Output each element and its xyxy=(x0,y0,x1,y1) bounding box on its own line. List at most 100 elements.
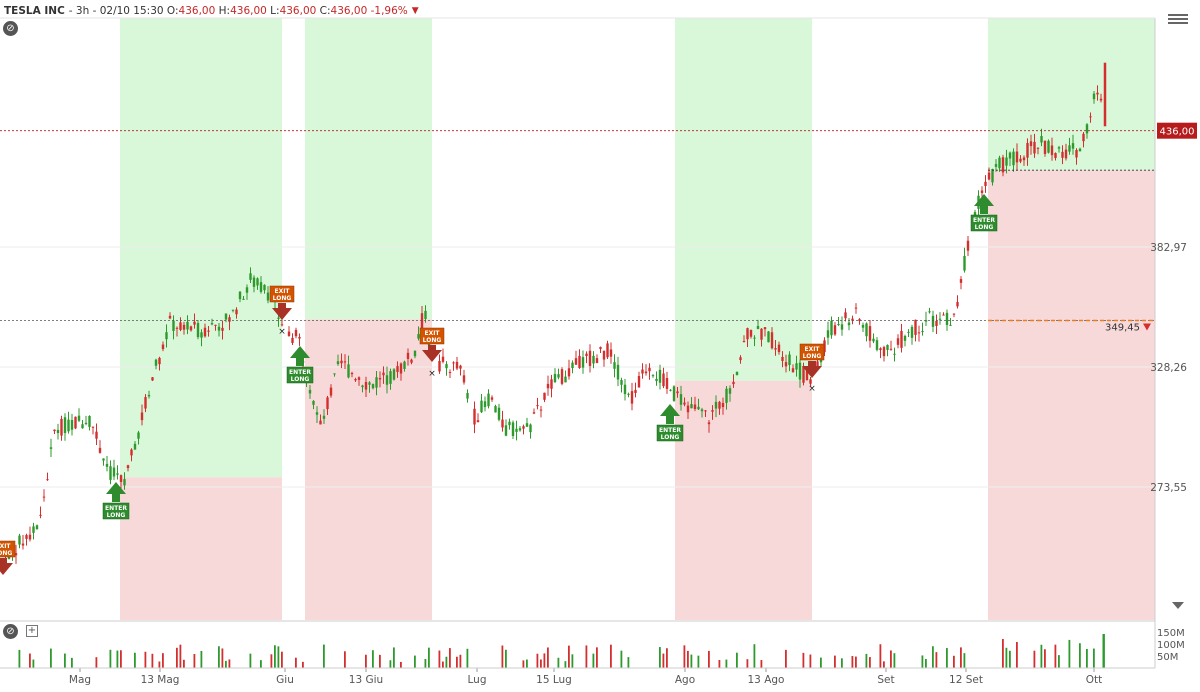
volume-bar xyxy=(753,644,756,668)
candle-body xyxy=(210,323,214,325)
candle-body xyxy=(865,323,868,337)
candle-body xyxy=(326,397,329,410)
candle-body xyxy=(217,326,221,331)
candle-body xyxy=(1061,151,1064,158)
candle-body xyxy=(788,354,791,365)
candle-body xyxy=(588,350,592,366)
candle-body xyxy=(1012,151,1015,166)
candle-body xyxy=(49,447,53,449)
candle-body xyxy=(791,368,795,373)
signal-label-bg xyxy=(0,540,16,558)
exit-marker-icon: × xyxy=(278,327,286,337)
loss-zone xyxy=(120,477,282,620)
candle-body xyxy=(616,364,620,380)
volume-bar xyxy=(200,650,203,668)
signal-label-bg xyxy=(970,214,998,232)
candle-body xyxy=(487,393,490,407)
candle-body xyxy=(662,373,665,387)
candle-body xyxy=(858,319,861,321)
candle-body xyxy=(354,379,357,381)
high-value: 436,00 xyxy=(230,5,267,17)
candle-body xyxy=(1092,93,1096,100)
candle-body xyxy=(497,407,501,420)
candle-body xyxy=(459,365,462,369)
candle-body xyxy=(371,384,375,389)
signal-label-bg xyxy=(799,343,825,361)
candle-body xyxy=(1001,157,1005,173)
x-tick-label: 13 Mag xyxy=(141,674,180,686)
candle-body xyxy=(861,324,865,328)
candle-body xyxy=(179,322,182,330)
candle-body xyxy=(245,287,249,293)
candle-body xyxy=(973,212,977,216)
settings-icon-volume[interactable]: ⊘ xyxy=(3,624,18,639)
candle-body xyxy=(602,350,606,360)
scroll-down-icon[interactable] xyxy=(1172,602,1184,609)
volume-bar xyxy=(960,647,962,668)
candle-body xyxy=(630,391,634,404)
candle-body xyxy=(39,514,42,516)
volume-bar xyxy=(659,647,661,668)
volume-bar xyxy=(687,650,689,668)
candle-body xyxy=(777,344,781,353)
signal-label: ENTER xyxy=(659,427,681,434)
candle-body xyxy=(994,164,998,167)
candle-body xyxy=(154,359,158,366)
candle-body xyxy=(361,385,364,388)
trade-zones xyxy=(120,18,1155,621)
candle-body xyxy=(781,356,784,361)
candle-body xyxy=(987,172,991,180)
candle-body xyxy=(168,315,172,319)
volume-bar xyxy=(445,656,448,668)
candle-body xyxy=(945,312,949,326)
candle-body xyxy=(480,400,483,413)
candle-body xyxy=(854,307,858,309)
volume-bar xyxy=(71,657,73,668)
candle-body xyxy=(483,401,487,408)
candle-body xyxy=(333,373,336,375)
add-indicator-icon[interactable]: + xyxy=(26,625,38,637)
volume-bar xyxy=(890,650,892,668)
candle-body xyxy=(399,363,403,374)
volume-bar xyxy=(834,655,836,668)
candle-body xyxy=(938,318,942,320)
candle-body xyxy=(802,366,805,383)
volume-bar xyxy=(225,660,227,668)
candle-body xyxy=(739,357,742,361)
time-axis: Mag 13 Mag Giu 13 Giu Lug 15 Lug Ago 13 Ago Set 1… xyxy=(0,667,1155,686)
candle-body xyxy=(81,424,84,429)
candle-body xyxy=(760,328,763,340)
candle-body xyxy=(312,400,315,405)
x-tick-label: Ott xyxy=(1086,674,1103,686)
candle-body xyxy=(732,381,735,385)
candle-body xyxy=(980,190,984,193)
candle-body xyxy=(1029,141,1033,147)
candle-body xyxy=(966,240,970,251)
candle-body xyxy=(70,420,74,430)
candle-body xyxy=(553,373,557,383)
candle-body xyxy=(672,386,676,401)
candle-body xyxy=(851,318,854,321)
candle-body xyxy=(585,353,588,357)
candle-body xyxy=(119,475,123,482)
candle-body xyxy=(721,402,725,408)
volume-bar xyxy=(18,649,21,668)
candle-body xyxy=(879,348,882,351)
candle-body xyxy=(532,412,536,414)
candle-body xyxy=(998,157,1001,169)
volume-bar xyxy=(809,654,812,668)
settings-icon[interactable]: ⊘ xyxy=(3,21,18,36)
menu-icon[interactable] xyxy=(1168,14,1188,26)
volume-bar xyxy=(438,650,441,668)
volume-bar xyxy=(218,646,220,668)
candle-body xyxy=(105,463,109,467)
candle-body xyxy=(637,376,641,388)
interval-timestamp: - 3h - 02/10 15:30 xyxy=(68,5,164,17)
low-label: L: xyxy=(270,5,280,17)
up-arrow-icon xyxy=(660,404,680,424)
volume-bar xyxy=(564,661,567,668)
candle-body xyxy=(746,328,749,340)
volume-bar xyxy=(1033,650,1036,668)
candle-body xyxy=(98,447,102,453)
